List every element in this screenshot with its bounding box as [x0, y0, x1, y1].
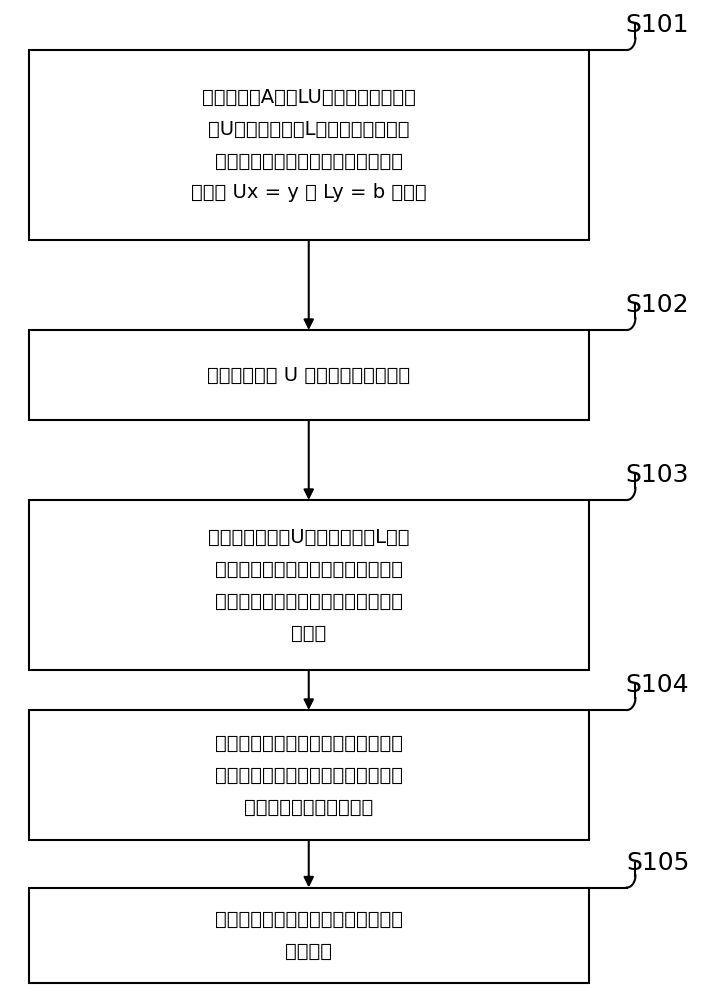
- Text: 处理单元负责计算的计算域内乘法及: 处理单元负责计算的计算域内乘法及: [215, 766, 403, 784]
- FancyBboxPatch shape: [29, 888, 589, 982]
- FancyBboxPatch shape: [29, 330, 589, 420]
- Text: 责计算: 责计算: [291, 624, 327, 643]
- Text: 依据上三角矩阵U和下三角矩阵L中的: 依据上三角矩阵U和下三角矩阵L中的: [208, 528, 409, 546]
- Text: S104: S104: [625, 673, 689, 697]
- Text: S102: S102: [625, 293, 689, 317]
- Text: 依据数据的依赖和冲突关系，对每个: 依据数据的依赖和冲突关系，对每个: [215, 734, 403, 752]
- Text: 进行计算: 进行计算: [285, 942, 332, 960]
- Text: 阵U和下三角矩阵L，稀疏线性方程组: 阵U和下三角矩阵L，稀疏线性方程组: [208, 119, 409, 138]
- Text: 方程组 Ux = y 和 Ly = b 的求解: 方程组 Ux = y 和 Ly = b 的求解: [191, 184, 426, 202]
- FancyBboxPatch shape: [29, 50, 589, 240]
- Text: 算域，每个计算域由一个处理单元负: 算域，每个计算域由一个处理单元负: [215, 592, 403, 610]
- Text: S101: S101: [626, 13, 689, 37]
- Text: 的求解转换为上、下三角矩阵的线性: 的求解转换为上、下三角矩阵的线性: [215, 151, 403, 170]
- Text: 对稀疏矩阵A进行LU分解得到上三角矩: 对稀疏矩阵A进行LU分解得到上三角矩: [202, 88, 416, 106]
- Text: S105: S105: [626, 850, 689, 874]
- FancyBboxPatch shape: [29, 710, 589, 840]
- Text: 每个处理单元按照排布后的运算顺序: 每个处理单元按照排布后的运算顺序: [215, 910, 403, 928]
- Text: 数据依赖关系分别进行分割为若干计: 数据依赖关系分别进行分割为若干计: [215, 560, 403, 578]
- Text: S103: S103: [626, 463, 689, 487]
- Text: 对上三角矩阵 U 的对角线元素取倒数: 对上三角矩阵 U 的对角线元素取倒数: [208, 365, 410, 384]
- FancyBboxPatch shape: [29, 500, 589, 670]
- Text: 加减法运算顺序进行排布: 加减法运算顺序进行排布: [244, 798, 373, 816]
